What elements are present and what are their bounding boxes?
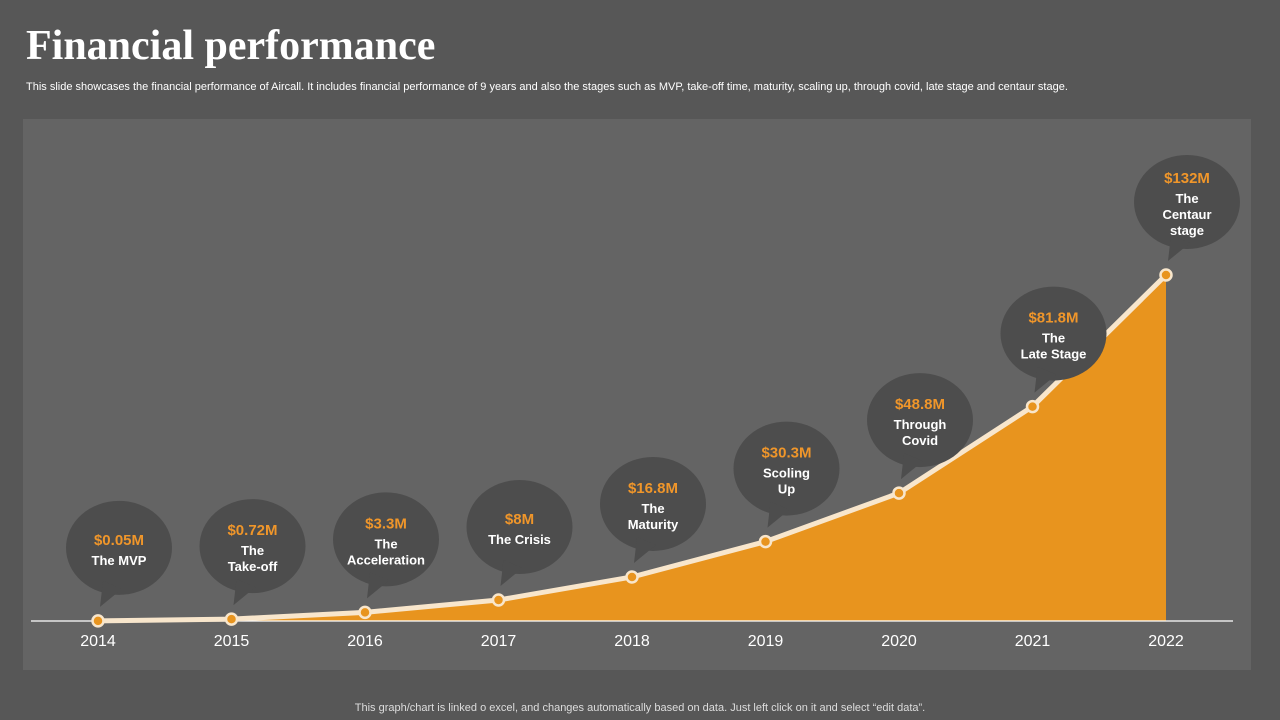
annotation-bubble-2017: $8M The Crisis bbox=[466, 480, 573, 587]
bubble-shape bbox=[333, 492, 439, 587]
bubble-value-2020: $48.8M bbox=[895, 396, 945, 413]
bubble-label-2020: Covid bbox=[902, 433, 938, 448]
bubble-tail bbox=[1034, 366, 1057, 393]
data-point-2019 bbox=[758, 534, 773, 549]
bubble-label-2017: The Crisis bbox=[488, 532, 551, 547]
x-tick-label-2015: 2015 bbox=[214, 633, 250, 650]
bubble-value-2014: $0.05M bbox=[94, 532, 144, 549]
bubble-value-2019: $30.3M bbox=[761, 445, 811, 462]
area-fill bbox=[98, 275, 1166, 621]
bubble-shape bbox=[1000, 286, 1107, 381]
x-tick-label-2017: 2017 bbox=[481, 633, 517, 650]
bubble-label-2022: The bbox=[1175, 191, 1198, 206]
bubble-tail bbox=[767, 501, 790, 528]
bubble-label-2022: Centaur bbox=[1162, 207, 1211, 222]
bubble-label-2015: Take-off bbox=[228, 559, 278, 574]
page-subtitle: This slide showcases the financial perfo… bbox=[26, 81, 1068, 93]
bubble-shape bbox=[733, 421, 840, 516]
bubble-label-2021: Late Stage bbox=[1021, 347, 1087, 362]
bubble-shape bbox=[66, 500, 172, 595]
bubble-value-2017: $8M bbox=[505, 511, 534, 528]
bubble-label-2019: Up bbox=[778, 482, 795, 497]
bubble-tail bbox=[233, 579, 256, 606]
data-point-2022 bbox=[1159, 268, 1173, 282]
data-point-2021 bbox=[1025, 399, 1040, 414]
bubble-value-2018: $16.8M bbox=[628, 480, 678, 497]
bubble-tail bbox=[367, 572, 389, 599]
bubble-shape bbox=[466, 480, 573, 575]
x-tick-label-2022: 2022 bbox=[1148, 633, 1184, 650]
page-title: Financial performance bbox=[26, 23, 436, 69]
bubble-label-2018: Maturity bbox=[628, 517, 679, 532]
x-tick-label-2019: 2019 bbox=[748, 633, 784, 650]
x-tick-label-2016: 2016 bbox=[347, 633, 383, 650]
bubble-value-2015: $0.72M bbox=[227, 522, 277, 539]
data-point-2015 bbox=[224, 612, 239, 626]
data-point-2018 bbox=[625, 570, 639, 584]
bubble-shape bbox=[199, 499, 306, 594]
bubble-shape bbox=[1134, 155, 1240, 249]
bubble-tail bbox=[100, 580, 122, 607]
bubble-value-2021: $81.8M bbox=[1028, 310, 1078, 327]
bubble-shape bbox=[867, 373, 973, 468]
bubble-value-2022: $132M bbox=[1164, 170, 1210, 187]
data-point-2016 bbox=[358, 605, 372, 620]
annotation-bubble-2014: $0.05M The MVP bbox=[66, 500, 172, 607]
data-point-2017 bbox=[491, 593, 506, 607]
x-tick-label-2021: 2021 bbox=[1015, 633, 1051, 650]
x-tick-label-2018: 2018 bbox=[614, 633, 650, 650]
bubble-shape bbox=[600, 456, 706, 551]
bubble-tail bbox=[901, 453, 923, 480]
data-point-2020 bbox=[892, 486, 906, 500]
footer-note: This graph/chart is linked o excel, and … bbox=[354, 702, 926, 714]
bubble-label-2016: The bbox=[374, 536, 397, 551]
bubble-tail bbox=[500, 560, 523, 587]
bubble-label-2018: The bbox=[641, 501, 664, 516]
bubble-label-2021: The bbox=[1042, 331, 1065, 346]
bubble-label-2020: Through bbox=[894, 417, 947, 432]
x-tick-label-2014: 2014 bbox=[80, 633, 116, 650]
bubble-label-2015: The bbox=[241, 543, 264, 558]
bubble-label-2022: stage bbox=[1170, 223, 1204, 238]
bubble-label-2019: Scoling bbox=[763, 466, 810, 481]
bubble-label-2016: Acceleration bbox=[347, 552, 425, 567]
x-tick-label-2020: 2020 bbox=[881, 633, 917, 650]
bubble-label-2014: The MVP bbox=[92, 553, 147, 568]
bubble-value-2016: $3.3M bbox=[365, 515, 407, 532]
data-point-2014 bbox=[91, 614, 105, 628]
bubble-tail bbox=[634, 536, 656, 563]
bubble-tail bbox=[1168, 235, 1190, 261]
